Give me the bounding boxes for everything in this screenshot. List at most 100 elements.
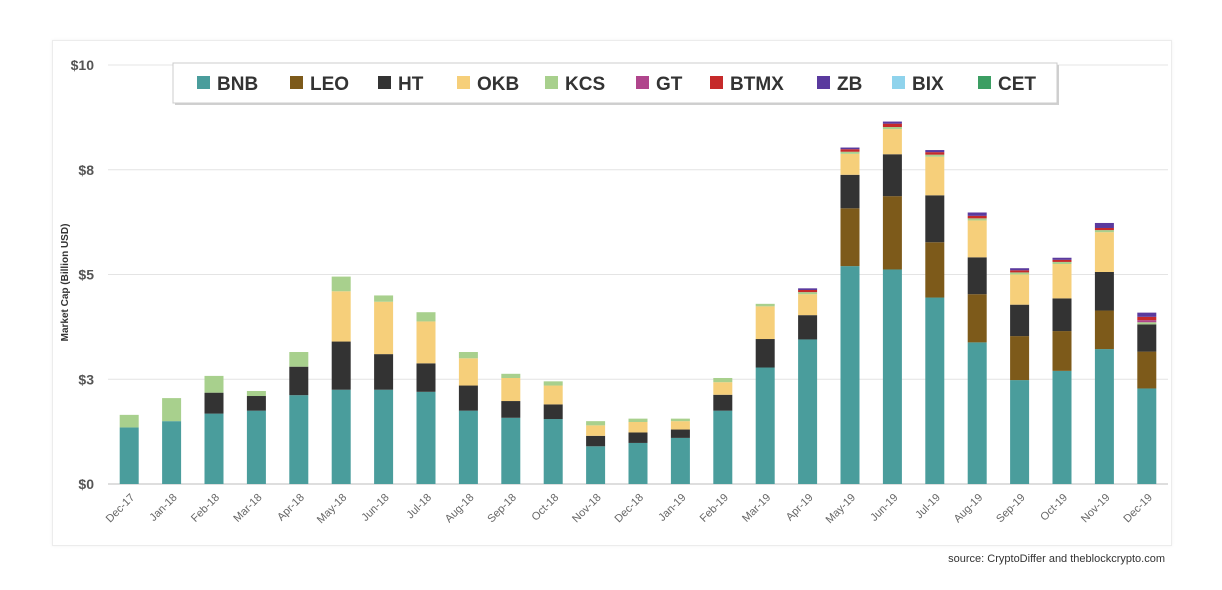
bar-segment-zb: [1137, 312, 1157, 317]
bar-segment-ht: [501, 401, 521, 418]
bar-segment-zb: [1094, 222, 1114, 228]
bar-segment-bnb: [713, 410, 733, 484]
y-tick-label: $8: [78, 162, 94, 178]
bar-segment-ht: [331, 341, 351, 390]
bar-segment-bnb: [246, 410, 266, 484]
bar-segment-bnb: [543, 419, 563, 484]
bar-segment-kcs: [925, 154, 945, 157]
bar-segment-ht: [374, 354, 394, 390]
bar-segment-kcs: [586, 421, 606, 426]
bar-segment-bnb: [162, 421, 182, 484]
bar-segment-okb: [586, 425, 606, 436]
y-tick-label: $3: [78, 371, 94, 387]
bar-segment-ht: [670, 429, 690, 438]
bar-segment-ht: [755, 339, 775, 368]
bar-segment-ht: [798, 315, 818, 340]
bar-segment-btmx: [840, 149, 860, 152]
bar-segment-kcs: [246, 390, 266, 397]
bar-segment-okb: [967, 220, 987, 258]
bar-segment-btmx: [1052, 259, 1072, 262]
legend-swatch-bix: [892, 76, 905, 89]
bar-segment-leo: [1052, 331, 1072, 371]
legend-swatch-kcs: [545, 76, 558, 89]
x-tick-label: Apr-19: [784, 492, 816, 524]
legend-label-bix: BIX: [912, 74, 944, 95]
bar-segment-ht: [840, 174, 860, 209]
bar-segment-kcs: [628, 418, 648, 422]
bar-segment-kcs: [1094, 230, 1114, 233]
bar-segment-kcs: [162, 398, 182, 422]
bar-segment-btmx: [882, 123, 902, 128]
x-tick-label: May-19: [824, 492, 858, 526]
bar-segment-leo: [925, 242, 945, 298]
bar-segment-ht: [1010, 304, 1030, 337]
legend-swatch-bnb: [197, 76, 210, 89]
bar-segment-okb: [458, 358, 478, 386]
x-tick-label: Jun-19: [868, 492, 900, 524]
x-tick-label: Jun-18: [359, 492, 391, 524]
x-tick-label: Oct-19: [1038, 492, 1070, 524]
x-tick-label: Dec-17: [104, 492, 138, 526]
bar-segment-zb: [1052, 257, 1072, 260]
bar-segment-bnb: [331, 389, 351, 484]
bar-segment-bnb: [586, 446, 606, 484]
bar-segment-bnb: [501, 417, 521, 484]
bar-segment-ht: [204, 392, 224, 414]
bar-segment-ht: [543, 404, 563, 420]
y-tick-label: $0: [78, 476, 94, 492]
bar-segment-kcs: [967, 218, 987, 221]
x-tick-label: Sep-18: [485, 492, 519, 526]
bar-segment-okb: [882, 129, 902, 155]
source-note: source: CryptoDiffer and theblockcrypto.…: [948, 553, 1165, 565]
legend-swatch-okb: [457, 76, 470, 89]
bar-segment-bnb: [204, 413, 224, 484]
bar-segment-bnb: [628, 442, 648, 484]
bar-segment-kcs: [670, 418, 690, 422]
bar-segment-bnb: [925, 297, 945, 484]
bar-segment-okb: [331, 291, 351, 342]
bar-segment-leo: [967, 294, 987, 343]
bar-segment-leo: [882, 196, 902, 270]
bar-segment-btmx: [1010, 270, 1030, 273]
bar-segment-kcs: [331, 276, 351, 292]
bar-segment-bnb: [755, 367, 775, 484]
legend-swatch-zb: [817, 76, 830, 89]
bar-segment-okb: [543, 385, 563, 405]
bar-segment-leo: [1010, 336, 1030, 381]
bar-segment-bnb: [967, 342, 987, 484]
bar-segment-ht: [967, 257, 987, 295]
bar-segment-bnb: [458, 410, 478, 484]
bar-segment-bnb: [882, 269, 902, 484]
x-tick-label: Nov-18: [570, 492, 604, 526]
bar-segment-bnb: [670, 437, 690, 484]
x-tick-label: Jul-18: [404, 492, 434, 522]
bar-segment-ht: [882, 154, 902, 197]
bar-segment-zb: [967, 212, 987, 216]
bar-segment-bnb: [374, 389, 394, 484]
legend-swatch-cet: [978, 76, 991, 89]
x-tick-label: Oct-18: [529, 492, 561, 524]
legend-label-leo: LEO: [310, 74, 349, 95]
bar-segment-kcs: [755, 303, 775, 307]
legend-label-gt: GT: [656, 74, 683, 95]
bar-segment-okb: [1094, 232, 1114, 272]
x-tick-label: Feb-18: [189, 492, 222, 525]
x-tick-label: Mar-18: [231, 492, 264, 525]
bar-segment-bnb: [840, 266, 860, 484]
bar-segment-ht: [628, 432, 648, 443]
legend-swatch-ht: [378, 76, 391, 89]
bar-segment-kcs: [119, 414, 139, 428]
x-tick-label: May-18: [315, 492, 349, 526]
legend-box: [172, 62, 1058, 104]
bar-segment-bnb: [119, 427, 139, 484]
bar-segment-ht: [416, 363, 436, 392]
bar-segment-kcs: [458, 352, 478, 359]
legend-label-kcs: KCS: [565, 74, 605, 95]
bar-segment-zb: [798, 288, 818, 291]
bar-segment-ht: [289, 366, 309, 396]
bar-segment-kcs: [1137, 322, 1157, 325]
bar-segment-okb: [501, 377, 521, 402]
x-tick-label: Aug-19: [952, 492, 986, 526]
bar-segment-bnb: [1137, 388, 1157, 484]
